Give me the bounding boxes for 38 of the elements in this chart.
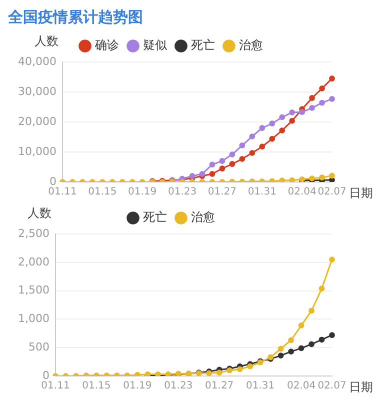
x-tick-label: 01.23 (164, 380, 193, 392)
x-tick-label: 01.19 (123, 380, 152, 392)
x-axis-title: 日期 (349, 186, 373, 200)
x-tick-label: 02.04 (288, 186, 316, 198)
y-tick-label: 1,000 (18, 312, 50, 326)
legend-label: 死亡 (191, 38, 215, 52)
legend-label: 疑似 (143, 38, 167, 52)
y-tick-label: 2,500 (18, 226, 50, 240)
legend-label: 确诊 (94, 38, 119, 52)
x-tick-label: 01.27 (205, 380, 234, 392)
y-tick-label: 10,000 (18, 144, 56, 158)
y-tick-label: 2,000 (18, 255, 50, 268)
x-tick-label: 01.15 (82, 380, 111, 392)
y-axis-title: 人数 (34, 34, 58, 48)
y-axis-title: 人数 (27, 206, 52, 220)
x-tick-label: 01.31 (248, 186, 276, 198)
x-tick-label: 02.07 (318, 186, 346, 198)
y-tick-label: 1,500 (18, 284, 50, 297)
legend-label: 治愈 (191, 210, 215, 224)
chart-title: 全国疫情累计趋势图 (8, 8, 144, 28)
y-tick-label: 0 (49, 174, 56, 188)
x-tick-label: 01.19 (128, 186, 157, 198)
legend-label: 死亡 (143, 210, 167, 224)
x-tick-label: 01.11 (41, 380, 70, 392)
y-tick-label: 0 (42, 368, 50, 382)
x-tick-label: 01.31 (246, 380, 275, 392)
x-tick-label: 01.15 (88, 186, 117, 198)
y-tick-label: 20,000 (18, 114, 56, 128)
x-tick-label: 02.04 (286, 380, 316, 392)
y-tick-label: 40,000 (18, 54, 56, 68)
x-tick-label: 01.11 (48, 186, 77, 198)
x-tick-label: 02.07 (318, 380, 346, 392)
x-tick-label: 01.27 (208, 186, 237, 198)
legend-label: 治愈 (239, 38, 263, 52)
x-axis-title: 日期 (349, 380, 373, 394)
x-tick-label: 01.23 (168, 186, 197, 198)
y-tick-label: 500 (28, 340, 50, 354)
y-tick-label: 30,000 (18, 84, 56, 98)
